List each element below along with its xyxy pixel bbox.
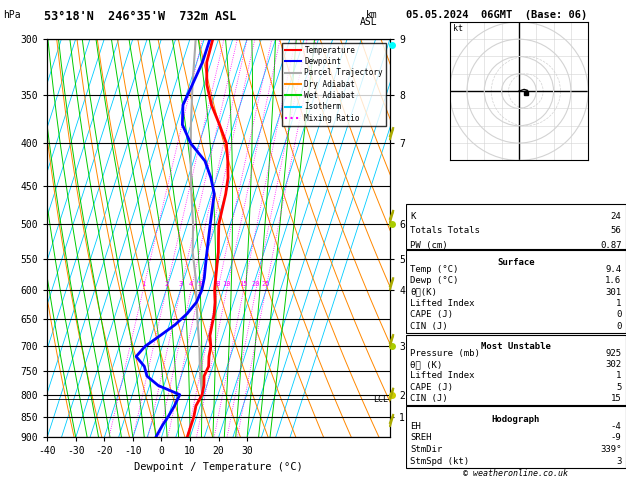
Text: 10: 10 [223, 281, 231, 287]
Text: 0: 0 [616, 322, 621, 331]
Text: 1.6: 1.6 [605, 277, 621, 285]
Text: Pressure (mb): Pressure (mb) [410, 349, 480, 358]
Text: CIN (J): CIN (J) [410, 394, 448, 402]
Text: Hodograph: Hodograph [492, 415, 540, 423]
Text: 20: 20 [252, 281, 260, 287]
Text: 339°: 339° [600, 445, 621, 454]
Text: 15: 15 [239, 281, 248, 287]
Text: Lifted Index: Lifted Index [410, 371, 475, 381]
Text: 0: 0 [616, 311, 621, 319]
Text: 301: 301 [605, 288, 621, 297]
Text: 302: 302 [605, 360, 621, 369]
Text: 8: 8 [216, 281, 220, 287]
Bar [406, 204, 626, 249]
Text: 5: 5 [616, 382, 621, 392]
Text: -9: -9 [611, 434, 621, 442]
Text: 4: 4 [189, 281, 193, 287]
Text: ASL: ASL [360, 17, 377, 27]
Text: 1: 1 [616, 371, 621, 381]
Text: LCL: LCL [374, 395, 389, 404]
Text: StmDir: StmDir [410, 445, 442, 454]
Text: CAPE (J): CAPE (J) [410, 311, 453, 319]
Text: Totals Totals: Totals Totals [410, 226, 480, 236]
Legend: Temperature, Dewpoint, Parcel Trajectory, Dry Adiabat, Wet Adiabat, Isotherm, Mi: Temperature, Dewpoint, Parcel Trajectory… [282, 43, 386, 125]
Text: StmSpd (kt): StmSpd (kt) [410, 457, 469, 466]
Text: 24: 24 [611, 211, 621, 221]
Text: 925: 925 [605, 349, 621, 358]
Text: 53°18'N  246°35'W  732m ASL: 53°18'N 246°35'W 732m ASL [44, 10, 237, 23]
Text: 9.4: 9.4 [605, 265, 621, 274]
Text: CAPE (J): CAPE (J) [410, 382, 453, 392]
Text: 05.05.2024  06GMT  (Base: 06): 05.05.2024 06GMT (Base: 06) [406, 10, 587, 20]
X-axis label: Dewpoint / Temperature (°C): Dewpoint / Temperature (°C) [134, 462, 303, 472]
Text: 3: 3 [179, 281, 182, 287]
Text: Most Unstable: Most Unstable [481, 343, 551, 351]
Text: km: km [365, 10, 377, 20]
Text: θᴄ (K): θᴄ (K) [410, 360, 442, 369]
Text: θᴄ(K): θᴄ(K) [410, 288, 437, 297]
Text: 1: 1 [141, 281, 145, 287]
Text: hPa: hPa [3, 10, 21, 20]
Text: 5: 5 [198, 281, 201, 287]
Text: EH: EH [410, 421, 421, 431]
Text: 25: 25 [262, 281, 270, 287]
Text: 15: 15 [611, 394, 621, 402]
Text: 0.87: 0.87 [600, 242, 621, 250]
Text: © weatheronline.co.uk: © weatheronline.co.uk [464, 469, 568, 478]
Bar [406, 335, 626, 405]
Text: Lifted Index: Lifted Index [410, 299, 475, 308]
Text: CIN (J): CIN (J) [410, 322, 448, 331]
Text: 1: 1 [616, 299, 621, 308]
Text: Surface: Surface [497, 258, 535, 267]
Text: 3: 3 [616, 457, 621, 466]
Bar [406, 250, 626, 333]
Bar [406, 406, 626, 469]
Text: kt: kt [453, 23, 463, 33]
Text: Temp (°C): Temp (°C) [410, 265, 459, 274]
Text: K: K [410, 211, 416, 221]
Text: SREH: SREH [410, 434, 431, 442]
Text: Dewp (°C): Dewp (°C) [410, 277, 459, 285]
Text: PW (cm): PW (cm) [410, 242, 448, 250]
Text: 2: 2 [164, 281, 169, 287]
Text: -4: -4 [611, 421, 621, 431]
Text: 56: 56 [611, 226, 621, 236]
